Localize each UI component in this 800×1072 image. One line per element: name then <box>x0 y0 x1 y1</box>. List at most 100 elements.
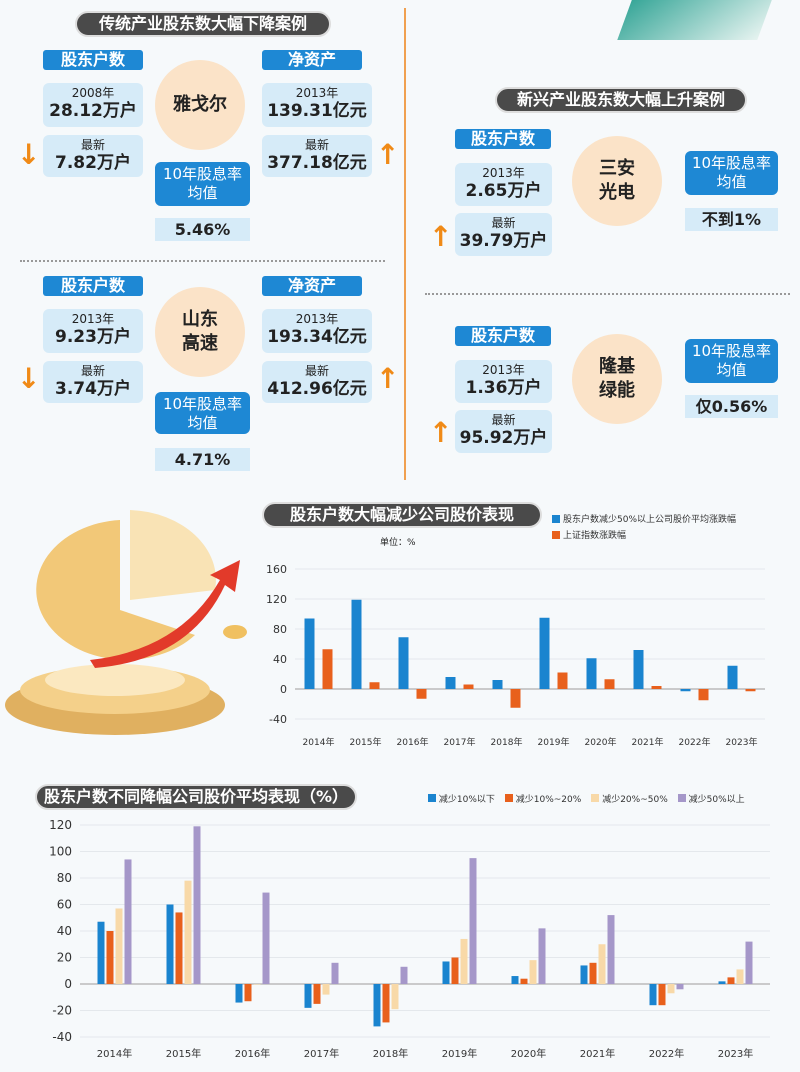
bar <box>586 658 597 689</box>
corner-decoration <box>617 0 783 40</box>
year: 最新 <box>491 216 516 230</box>
holders-label: 股东户数 <box>455 326 551 346</box>
bar <box>649 984 657 1006</box>
y-tick-label: 160 <box>266 563 287 576</box>
x-tick-label: 2014年 <box>97 1047 132 1060</box>
dividend-rate-label: 10年股息率 均值 <box>155 392 250 434</box>
y-tick-label: 80 <box>273 623 287 636</box>
chart1-legend-item: 上证指数涨跌幅 <box>552 528 626 541</box>
bar <box>124 859 132 984</box>
pie-chart-illustration <box>5 510 247 735</box>
x-tick-label: 2023年 <box>718 1047 753 1060</box>
bar <box>557 672 568 689</box>
divider <box>425 293 790 295</box>
chart1-title: 股东户数大幅减少公司股价表现 <box>262 502 542 528</box>
bar <box>580 965 588 984</box>
bar <box>115 908 123 984</box>
holders-start-box: 2013年 1.36万户 <box>455 360 552 403</box>
x-tick-label: 2019年 <box>442 1047 477 1060</box>
value: 3.74万户 <box>55 379 131 399</box>
x-tick-label: 2022年 <box>649 1047 684 1060</box>
bar <box>351 599 362 689</box>
y-tick-label: 80 <box>57 871 72 885</box>
y-tick-label: 40 <box>273 653 287 666</box>
value: 39.79万户 <box>459 231 548 251</box>
dividend-rate-label: 10年股息率 均值 <box>685 339 778 383</box>
year: 2013年 <box>295 86 339 100</box>
bar <box>400 966 408 984</box>
company-name: 雅戈尔 <box>155 60 245 150</box>
x-tick-label: 2016年 <box>235 1047 270 1060</box>
y-tick-label: -20 <box>52 1004 72 1018</box>
x-tick-label: 2021年 <box>580 1047 615 1060</box>
bar <box>391 984 399 1010</box>
dividend-rate-label: 10年股息率 均值 <box>685 151 778 195</box>
up-arrow-icon: ↑ <box>376 138 400 171</box>
bar <box>651 686 662 689</box>
bar <box>451 957 459 984</box>
bar <box>511 976 519 984</box>
bar <box>322 649 333 689</box>
assets-start-box: 2013年 139.31亿元 <box>262 83 372 127</box>
bar <box>727 977 735 984</box>
assets-start-box: 2013年 193.34亿元 <box>262 309 372 353</box>
bar <box>598 944 606 984</box>
holders-latest-box: 最新 39.79万户 <box>455 213 552 256</box>
assets-latest-box: 最新 412.96亿元 <box>262 361 372 403</box>
legend-swatch <box>552 530 560 539</box>
bar <box>463 684 474 689</box>
x-tick-label: 2017年 <box>304 1047 339 1060</box>
y-tick-label: 0 <box>64 977 72 991</box>
bar <box>442 961 450 984</box>
year: 最新 <box>491 413 516 427</box>
bar <box>633 650 644 689</box>
chart1-unit: 单位：% <box>380 538 416 548</box>
value: 2.65万户 <box>465 181 542 201</box>
chart2-legend: 减少10%以下 减少10%~20% 减少20%~50% 减少50%以上 <box>428 792 745 805</box>
dividend-rate-label: 10年股息率 均值 <box>155 162 250 206</box>
bar <box>718 981 726 984</box>
company-name: 隆基 绿能 <box>572 334 662 424</box>
bar <box>416 689 427 699</box>
bar <box>698 689 709 701</box>
legend-label: 股东户数减少50%以上公司股价平均涨跌幅 <box>563 515 737 525</box>
bar <box>510 689 521 708</box>
bar <box>166 904 174 984</box>
value: 7.82万户 <box>55 153 131 173</box>
bar <box>460 938 468 984</box>
x-tick-label: 2020年 <box>585 736 617 748</box>
x-tick-label: 2018年 <box>491 736 523 748</box>
bar <box>745 941 753 984</box>
year: 2013年 <box>71 312 115 326</box>
x-tick-label: 2016年 <box>397 736 429 748</box>
x-tick-label: 2014年 <box>303 736 335 748</box>
up-arrow-icon: ↑ <box>429 220 453 253</box>
down-arrow-icon: ↓ <box>17 138 41 171</box>
bar <box>492 680 503 689</box>
y-tick-label: 120 <box>266 593 287 606</box>
dividend-rate-value: 4.71% <box>155 448 250 471</box>
legend-item: 减少50%以上 <box>677 792 745 805</box>
assets-label: 净资产 <box>262 50 362 70</box>
bar <box>736 969 744 984</box>
value: 95.92万户 <box>459 428 548 448</box>
x-tick-label: 2015年 <box>166 1047 201 1060</box>
y-tick-label: -40 <box>52 1030 72 1044</box>
bar <box>445 677 456 689</box>
bar <box>469 858 477 984</box>
company-name: 三安 光电 <box>572 136 662 226</box>
y-tick-label: 20 <box>57 951 72 965</box>
legend-label: 减少20%~50% <box>602 795 668 805</box>
holders-start-box: 2013年 9.23万户 <box>43 309 143 353</box>
value: 193.34亿元 <box>267 327 367 347</box>
bar <box>520 978 528 984</box>
dividend-rate-value: 不到1% <box>685 208 778 231</box>
year: 2013年 <box>295 312 339 326</box>
bar <box>106 931 114 984</box>
chart2-plot: -40 -20 0 20 40 60 80 100 120 2014年 2015年 2016年 2017… <box>49 818 770 1060</box>
bar <box>304 618 315 689</box>
value: 9.23万户 <box>55 327 131 347</box>
bar <box>253 984 261 985</box>
bar <box>398 637 409 689</box>
holders-start-box: 2008年 28.12万户 <box>43 83 143 127</box>
